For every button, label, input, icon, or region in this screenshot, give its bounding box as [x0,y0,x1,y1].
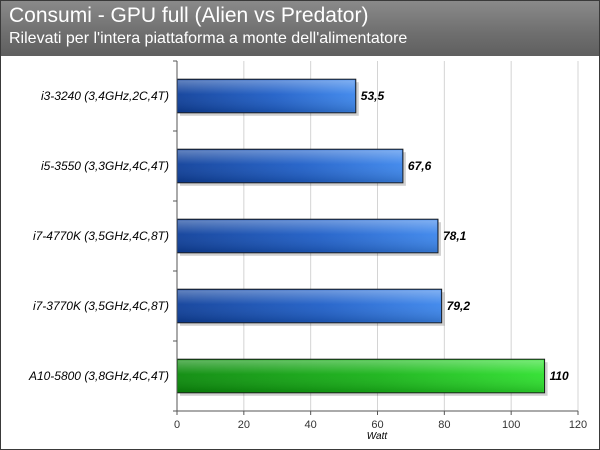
bar-gloss [178,220,437,252]
x-axis-title: Watt [367,431,389,442]
data-label: 110 [550,369,569,383]
bar-1 [176,148,406,186]
category-label: i3-3240 (3,4GHz,2C,4T) [41,89,169,103]
chart-header: Consumi - GPU full (Alien vs Predator) R… [1,1,599,56]
x-tick-label: 40 [305,419,317,431]
data-label: 67,6 [408,159,432,173]
axes [173,60,579,415]
x-tick-label: 100 [502,419,520,431]
category-label: i5-3550 (3,3GHz,4C,4T) [41,159,169,173]
data-label: 78,1 [443,229,467,243]
bar-gloss [178,80,355,112]
bar-gloss [178,360,544,392]
category-label: i7-4770K (3,5GHz,4C,8T) [33,229,169,243]
x-tick-label: 20 [238,419,250,431]
category-label: i7-3770K (3,5GHz,4C,8T) [33,299,169,313]
bar-0 [176,78,359,116]
bar-4 [176,358,548,396]
bars [176,78,548,396]
bar-2 [176,218,441,256]
chart-subtitle: Rilevati per l'intera piattaforma a mont… [9,30,408,47]
category-label: A10-5800 (3,8GHz,4C,4T) [28,369,169,383]
bar-gloss [178,150,402,182]
bar-gloss [178,290,441,322]
x-tick-label: 0 [174,419,180,431]
x-tick-label: 80 [438,419,450,431]
data-label: 53,5 [361,89,385,103]
x-tick-label: 120 [569,419,587,431]
data-label: 79,2 [447,299,471,313]
bar-3 [176,288,445,326]
x-tick-label: 60 [371,419,383,431]
chart-title: Consumi - GPU full (Alien vs Predator) [9,4,369,27]
labels: 0 20 40 60 80 100 120 53,5 i3-3240 (3,4GHz,2C,4T… [28,89,587,431]
